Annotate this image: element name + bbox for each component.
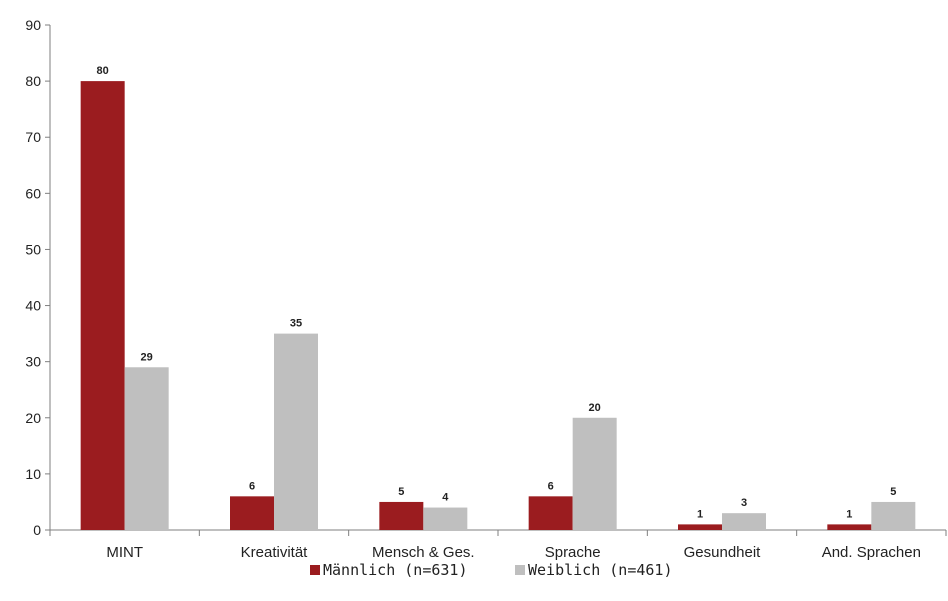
x-category-label: Sprache (545, 544, 601, 561)
bar-maennlich (528, 496, 573, 530)
y-tick-label: 60 (25, 185, 41, 201)
x-category-label: MINT (106, 544, 143, 561)
bar-maennlich (379, 501, 424, 530)
data-label: 3 (741, 497, 747, 509)
bar-weiblich (572, 417, 617, 530)
bar-weiblich (124, 367, 169, 530)
bar-weiblich (871, 501, 916, 530)
x-category-label: Kreativität (241, 544, 309, 561)
y-tick-label: 0 (33, 522, 41, 538)
data-label: 80 (97, 65, 109, 77)
data-label: 35 (290, 318, 302, 330)
y-tick-label: 10 (25, 466, 41, 482)
data-label: 6 (249, 480, 255, 492)
legend-label: Weiblich (n=461) (528, 561, 673, 579)
data-label: 5 (890, 486, 896, 498)
legend-swatch (515, 565, 525, 575)
bar-maennlich (827, 524, 872, 530)
data-label: 6 (548, 480, 554, 492)
data-label: 5 (398, 486, 404, 498)
bar-weiblich (722, 513, 766, 530)
data-label: 4 (442, 492, 449, 504)
y-tick-label: 80 (25, 73, 41, 89)
legend-label: Männlich (n=631) (323, 561, 468, 579)
y-tick-label: 70 (25, 129, 41, 145)
bar-weiblich (423, 507, 468, 530)
data-label: 1 (846, 508, 852, 520)
y-tick-label: 30 (25, 354, 41, 370)
y-tick-label: 50 (25, 241, 41, 257)
data-label: 20 (589, 402, 601, 414)
x-category-label: Gesundheit (684, 544, 762, 561)
legend-swatch (310, 565, 320, 575)
y-tick-label: 90 (25, 17, 41, 33)
bar-maennlich (80, 81, 125, 530)
bar-maennlich (230, 496, 274, 530)
bar-maennlich (678, 524, 722, 530)
x-category-label: Mensch & Ges. (372, 544, 475, 561)
y-tick-label: 20 (25, 410, 41, 426)
data-label: 29 (141, 351, 153, 363)
x-category-label: And. Sprachen (822, 544, 921, 561)
y-tick-label: 40 (25, 298, 41, 314)
bar-weiblich (274, 333, 318, 530)
data-label: 1 (697, 508, 703, 520)
